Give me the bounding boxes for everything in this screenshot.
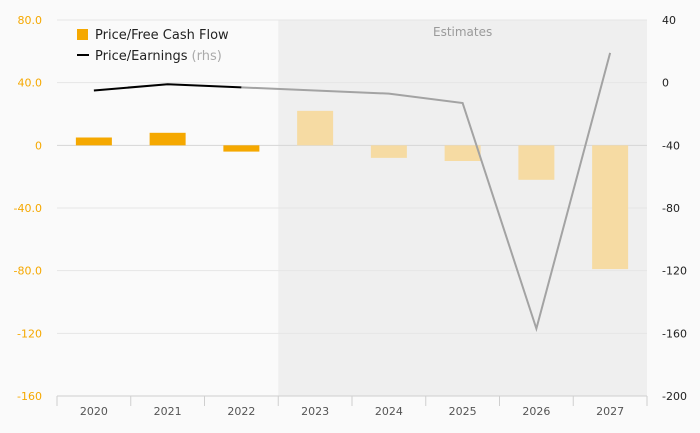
bar bbox=[223, 145, 260, 152]
legend: Price/Free Cash Flow Price/Earnings (rhs) bbox=[77, 28, 229, 64]
bar-series-price-free-cash-flow bbox=[75, 110, 629, 270]
right-tick-label: -80 bbox=[662, 202, 680, 215]
left-tick-label: -80.0 bbox=[14, 265, 42, 278]
legend-swatch-price-free-cash-flow bbox=[77, 29, 88, 40]
right-tick-label: -200 bbox=[662, 390, 687, 403]
left-tick-label: -40.0 bbox=[14, 202, 42, 215]
legend-label-price-earnings-name: Price/Earnings bbox=[95, 49, 188, 64]
left-tick-label: -160 bbox=[17, 390, 42, 403]
left-tick-label: -120 bbox=[17, 327, 42, 340]
right-tick-label: -160 bbox=[662, 327, 687, 340]
right-tick-label: -120 bbox=[662, 265, 687, 278]
bar bbox=[75, 137, 112, 146]
x-tick-label: 2024 bbox=[375, 405, 403, 418]
x-tick-label: 2027 bbox=[596, 405, 624, 418]
left-tick-label: 0 bbox=[35, 139, 42, 152]
right-tick-label: 0 bbox=[662, 77, 669, 90]
x-tick-label: 2021 bbox=[154, 405, 182, 418]
x-tick-label: 2025 bbox=[449, 405, 477, 418]
right-tick-label: 40 bbox=[662, 14, 676, 27]
legend-label-price-earnings: Price/Earnings (rhs) bbox=[95, 49, 222, 64]
left-tick-label: 80.0 bbox=[18, 14, 43, 27]
x-tick-label: 2023 bbox=[301, 405, 329, 418]
x-tick-label: 2022 bbox=[227, 405, 255, 418]
x-tick-label: 2020 bbox=[80, 405, 108, 418]
bar bbox=[444, 145, 481, 161]
left-axis: 80.0 40.0 0 -40.0 -80.0 -120 -160 bbox=[14, 14, 42, 403]
estimates-label: Estimates bbox=[433, 25, 492, 39]
right-tick-label: -40 bbox=[662, 139, 680, 152]
line-segment-actual bbox=[93, 83, 242, 92]
bar bbox=[297, 110, 334, 146]
bar bbox=[592, 145, 629, 270]
line-series-price-earnings bbox=[93, 52, 612, 333]
bar bbox=[518, 145, 555, 180]
right-axis: 40 0 -40 -80 -120 -160 -200 bbox=[662, 14, 687, 403]
legend-label-price-free-cash-flow: Price/Free Cash Flow bbox=[95, 28, 229, 43]
x-tick-label: 2026 bbox=[522, 405, 550, 418]
bar bbox=[370, 145, 407, 158]
x-axis: 2020 2021 2022 2023 2024 2025 2026 2027 bbox=[56, 395, 648, 418]
line-segment-estimate bbox=[241, 52, 612, 333]
bar bbox=[149, 132, 186, 146]
left-tick-label: 40.0 bbox=[18, 77, 43, 90]
legend-label-rhs: (rhs) bbox=[192, 49, 222, 64]
